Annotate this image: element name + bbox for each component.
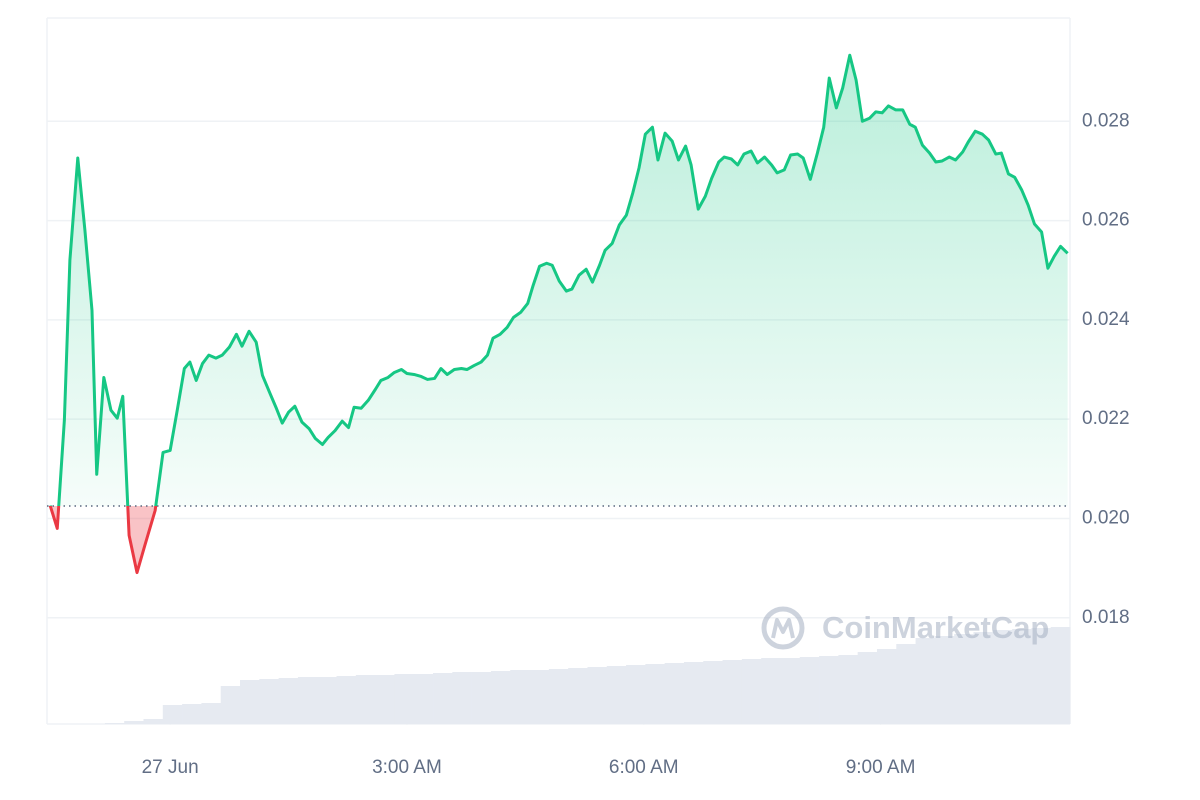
volume-bar	[587, 667, 608, 724]
y-tick-label: 0.018	[1082, 607, 1130, 628]
volume-bar	[780, 658, 801, 724]
volume-bar	[143, 719, 164, 724]
volume-bar	[934, 636, 955, 724]
volume-bar	[471, 672, 492, 724]
volume-bar	[201, 703, 222, 724]
volume-bar	[104, 723, 125, 724]
volume-bar	[394, 674, 415, 724]
volume-bar	[819, 656, 839, 724]
volume-bar	[413, 674, 434, 724]
volume-bar	[683, 662, 704, 724]
x-tick-label: 6:00 AM	[609, 757, 679, 778]
volume-bar	[645, 664, 665, 724]
volume-bar	[355, 675, 376, 724]
volume-bar	[182, 704, 202, 724]
volume-bar	[297, 677, 318, 724]
watermark-logo-m	[771, 618, 795, 639]
volume-bar	[510, 670, 530, 724]
y-tick-label: 0.022	[1082, 408, 1130, 429]
volume-bar	[490, 671, 511, 724]
y-tick-label: 0.026	[1082, 210, 1130, 231]
volume-bar	[220, 686, 241, 724]
volume-bar	[876, 649, 897, 724]
volume-bar	[529, 670, 550, 724]
volume-bar	[1031, 628, 1051, 724]
volume-bar	[548, 669, 569, 724]
volume-bar	[799, 657, 820, 724]
area-below	[50, 506, 1068, 573]
volume-bar	[722, 660, 743, 724]
volume-bar	[317, 677, 337, 724]
volume-bar	[954, 634, 974, 724]
volume-bar	[838, 655, 858, 724]
watermark-logo	[761, 606, 805, 650]
volume-bar	[433, 673, 453, 724]
volume-bar	[259, 679, 279, 724]
volume-bar	[992, 630, 1013, 724]
volume-bar	[240, 680, 260, 724]
watermark-text: CoinMarketCap	[822, 610, 1049, 645]
volume-bar	[606, 666, 627, 724]
volume-bar	[896, 644, 916, 724]
volume-bar	[452, 672, 472, 724]
volume-bar	[375, 675, 395, 724]
volume-bar	[336, 676, 357, 724]
volume-bar	[973, 632, 994, 724]
y-tick-label: 0.028	[1082, 110, 1130, 131]
x-tick-label: 9:00 AM	[846, 757, 916, 778]
volume-bar	[278, 678, 299, 724]
volume-bar	[915, 638, 936, 724]
x-tick-label: 27 Jun	[142, 757, 199, 778]
watermark: CoinMarketCap	[761, 606, 1049, 650]
y-tick-label: 0.024	[1082, 309, 1130, 330]
volume-bar	[162, 705, 183, 724]
volume-bar	[664, 663, 685, 724]
volume-bar	[1050, 627, 1071, 724]
volume-bar	[124, 721, 144, 724]
volume-bar	[626, 665, 646, 724]
volume-bar	[857, 652, 878, 724]
price-line-above	[48, 53, 1069, 507]
y-tick-label: 0.020	[1082, 507, 1130, 528]
volume-bar	[703, 661, 723, 724]
area-above	[50, 55, 1068, 507]
volume-bar	[568, 668, 588, 724]
volume-bar	[1012, 629, 1032, 724]
volume-bar	[741, 659, 762, 724]
x-tick-label: 3:00 AM	[372, 757, 442, 778]
volume-bar	[761, 658, 781, 724]
